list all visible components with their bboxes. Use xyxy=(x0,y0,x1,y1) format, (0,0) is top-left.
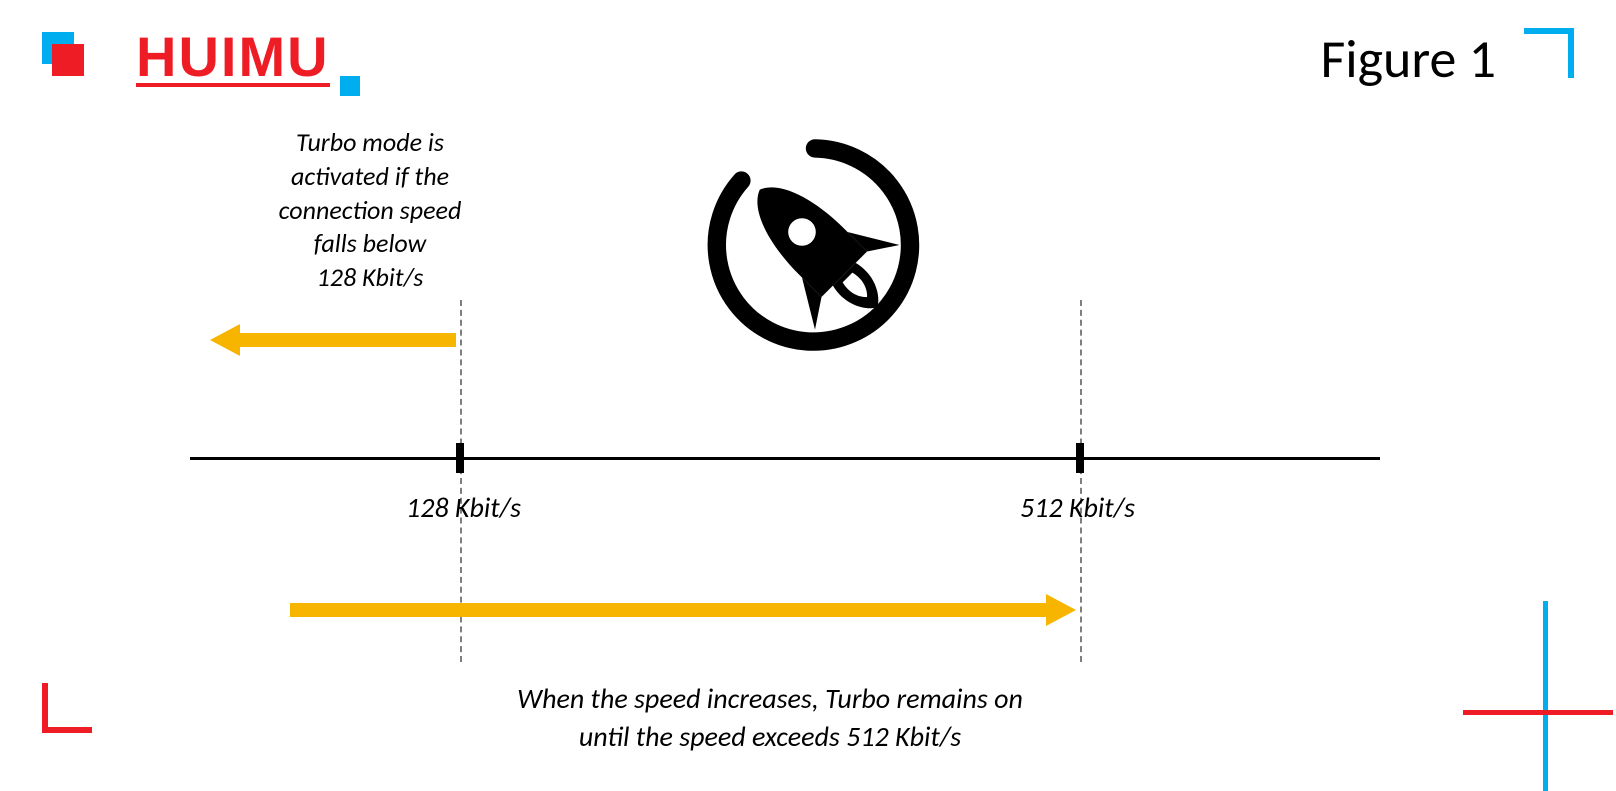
tick-128 xyxy=(456,443,464,473)
arrow-head-left-icon xyxy=(210,324,240,356)
tick-label-512: 512 Kbit/s xyxy=(1020,490,1135,525)
speed-axis xyxy=(190,457,1380,460)
arrow-right-turbo-remains xyxy=(290,603,1076,617)
dashed-line-512 xyxy=(1080,300,1082,662)
arrow-head-right-icon xyxy=(1046,594,1076,626)
turbo-diagram: Turbo mode isactivated if theconnection … xyxy=(0,0,1616,771)
top-caption: Turbo mode isactivated if theconnection … xyxy=(240,126,500,295)
arrow-left-turbo-on xyxy=(210,333,456,347)
tick-512 xyxy=(1076,443,1084,473)
arrow-body xyxy=(238,333,456,347)
arrow-body xyxy=(290,603,1048,617)
bottom-caption: When the speed increases, Turbo remains … xyxy=(420,680,1120,756)
rocket-icon xyxy=(700,130,930,360)
tick-label-128: 128 Kbit/s xyxy=(406,490,521,525)
